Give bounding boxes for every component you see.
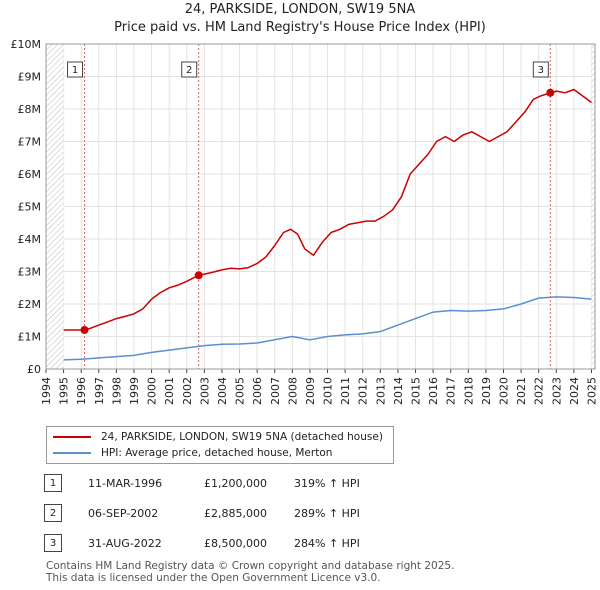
x-tick-label: 2023 [550,377,563,405]
y-tick-label: £1M [18,331,42,344]
legend-label-hpi: HPI: Average price, detached house, Mert… [101,447,333,459]
sale-row: 3 31-AUG-2022 £8,500,000 284% ↑ HPI [44,533,360,553]
x-tick-label: 2006 [251,377,264,405]
chart-subtitle: Price paid vs. HM Land Registry's House … [114,20,486,35]
legend-label-property: 24, PARKSIDE, LONDON, SW19 5NA (detached… [101,431,383,443]
x-tick-label: 2025 [585,377,598,405]
x-tick-label: 1995 [58,377,71,405]
x-tick-label: 2016 [427,377,440,405]
property-price-line [63,88,592,331]
x-tick-label: 2008 [286,377,299,405]
x-tick-label: 1999 [128,377,141,405]
sale-date: 11-MAR-1996 [88,476,163,490]
sale-hpi-change: 289% ↑ HPI [294,506,360,520]
x-tick-label: 2024 [568,377,581,405]
sale-price: £1,200,000 [204,476,267,490]
plot-border [45,43,596,370]
x-tick-label: 2022 [533,377,546,405]
sale-date: 06-SEP-2002 [88,506,159,520]
sale-marker-label: 3 [538,65,544,76]
sale-number-badge: 2 [44,504,62,522]
y-tick-label: £2M [18,298,42,311]
y-tick-label: £6M [18,168,42,181]
sale-point [194,271,203,280]
sale-marker-badge [67,61,84,78]
y-tick-label: £7M [18,136,42,149]
x-tick-label: 2017 [445,377,458,405]
x-tick-label: 2020 [498,377,511,405]
sale-marker-label: 1 [72,65,78,76]
sale-row: 1 11-MAR-1996 £1,200,000 319% ↑ HPI [44,473,360,493]
sale-point [546,88,555,97]
footer-copyright: Contains HM Land Registry data © Crown c… [46,560,455,572]
y-tick-label: £9M [18,71,42,84]
x-tick-label: 1998 [110,377,123,405]
sale-date: 31-AUG-2022 [88,536,162,550]
x-tick-label: 1997 [93,377,106,405]
x-tick-label: 2004 [216,377,229,405]
x-tick-label: 2013 [374,377,387,405]
sale-point [80,326,89,334]
x-tick-label: 2010 [322,377,335,405]
x-tick-label: 1994 [40,377,53,405]
y-tick-label: £4M [18,233,42,246]
price-chart: 1 2 3 £0 £1M £2M £3M £4M £5M £6M £7M £8M £9M £10M 199… [11,38,599,405]
sale-marker-badge [181,61,198,78]
y-tick-label: £5M [18,201,42,214]
legend-item-hpi: HPI: Average price, detached house, Mert… [53,445,332,461]
x-tick-label: 2009 [304,377,317,405]
x-tick-label: 2005 [234,377,247,405]
sale-hpi-change: 319% ↑ HPI [294,476,360,490]
sale-marker-label: 2 [186,65,192,76]
x-tick-label: 1996 [75,377,88,405]
x-tick-label: 2011 [339,377,352,405]
hatched-region [46,44,64,369]
sale-number-badge: 3 [44,534,62,552]
hatched-region [591,44,595,369]
y-tick-label: £0 [27,363,41,376]
x-tick-label: 2019 [480,377,493,405]
legend-item-property: 24, PARKSIDE, LONDON, SW19 5NA (detached… [53,429,383,445]
chart-title: 24, PARKSIDE, LONDON, SW19 5NA [184,2,416,17]
x-tick-label: 2015 [410,377,423,405]
x-tick-label: 2003 [198,377,211,405]
y-tick-label: £10M [11,38,42,51]
legend-swatch-hpi [53,452,91,454]
footer-licence: This data is licensed under the Open Gov… [46,572,381,584]
sale-price: £8,500,000 [204,536,267,550]
legend: 24, PARKSIDE, LONDON, SW19 5NA (detached… [46,426,394,464]
x-tick-label: 2021 [515,377,528,405]
y-tick-label: £3M [18,266,42,279]
x-tick-label: 2007 [269,377,282,405]
hpi-line [63,296,592,361]
x-tick-label: 2000 [146,377,159,405]
sale-price: £2,885,000 [204,506,267,520]
sale-hpi-change: 284% ↑ HPI [294,536,360,550]
x-tick-label: 2012 [357,377,370,405]
sale-marker-badge [532,61,549,78]
y-tick-label: £8M [18,103,42,116]
sale-row: 2 06-SEP-2002 £2,885,000 289% ↑ HPI [44,503,360,523]
x-tick-label: 2001 [163,377,176,405]
x-tick-label: 2002 [181,377,194,405]
x-tick-label: 2014 [392,377,405,405]
x-tick-label: 2018 [462,377,475,405]
sale-number-badge: 1 [44,474,62,492]
legend-swatch-property [53,436,91,438]
